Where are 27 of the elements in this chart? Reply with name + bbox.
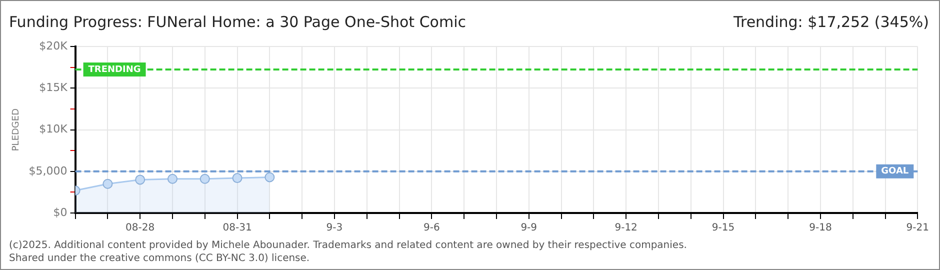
point — [167, 174, 178, 184]
text: Shared under the creative commons (CC BY-NC 3.0) license. — [9, 252, 311, 265]
point — [200, 174, 210, 184]
point — [264, 172, 275, 182]
point — [232, 173, 242, 184]
y-tick-label: $10K — [39, 122, 68, 136]
y-tick-label: $20K — [39, 39, 68, 52]
text: (c)2025. Additional content provided by Michele Abounader. Trademarks and related content are owned by their respective companies. — [9, 239, 687, 252]
chart-title: Funding Progress: FUNeral Home: a 30 Page One-Shot Comic — [9, 13, 466, 31]
x-tick-label: 08-31 — [222, 222, 252, 234]
x-tick-label: 9-6 — [424, 222, 440, 234]
x-tick-label: 9-21 — [906, 222, 930, 234]
x-tick-label: 9-12 — [614, 222, 638, 234]
chart-subtitle: Trending: $17,252 (345%) — [734, 13, 929, 31]
y-tick-label: $5,000 — [28, 164, 68, 178]
y-tick-label: $0 — [53, 206, 68, 219]
point — [135, 174, 146, 185]
x-tick-label: 9-3 — [326, 222, 343, 234]
x-tick-label: 9-15 — [712, 222, 735, 234]
x-tick-label: 9-18 — [809, 222, 832, 234]
y-tick-label: $15K — [39, 81, 68, 94]
y-axis-title: PLEDGED — [12, 108, 22, 152]
x-tick-label: 9-9 — [520, 222, 538, 234]
ref-line-label: TRENDING — [88, 64, 141, 75]
point — [102, 178, 113, 189]
x-tick-label: 08-28 — [126, 222, 155, 234]
ref-line-label: GOAL — [881, 166, 909, 177]
